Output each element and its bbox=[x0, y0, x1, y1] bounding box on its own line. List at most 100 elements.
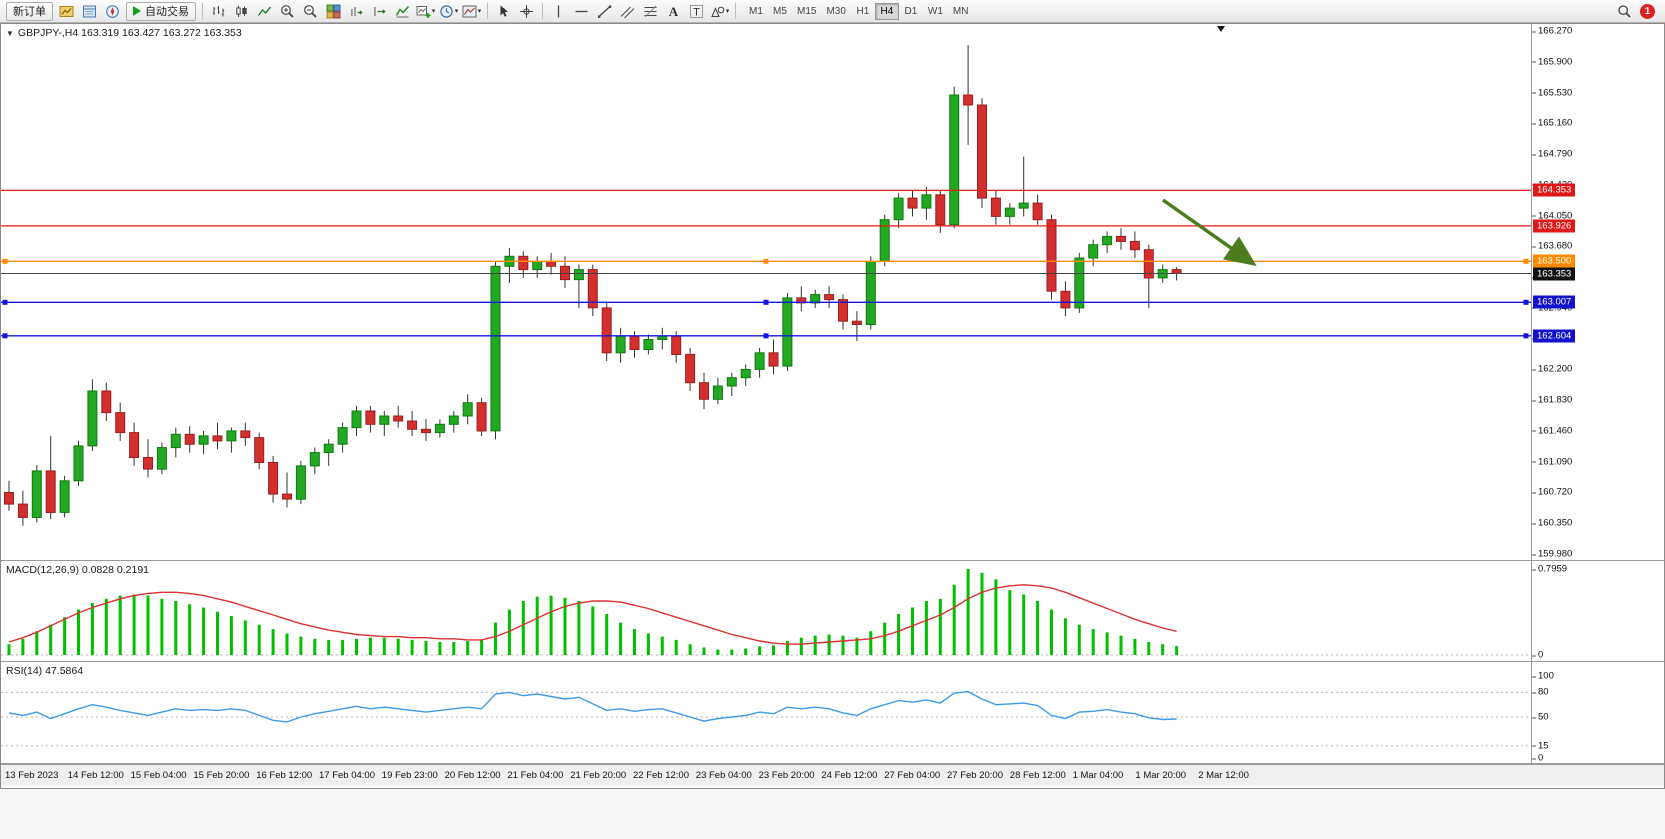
data-window-icon[interactable] bbox=[79, 2, 100, 21]
chart-shift-icon[interactable] bbox=[369, 2, 390, 21]
candle-body bbox=[518, 255, 529, 271]
macd-label: MACD(12,26,9) 0.0828 0.2191 bbox=[6, 564, 150, 576]
candle-body bbox=[129, 432, 140, 459]
rsi-pane[interactable]: RSI(14) 47.5864 100 80 50 15 0 bbox=[1, 662, 1664, 764]
auto-scroll-icon[interactable] bbox=[346, 2, 367, 21]
horizontal-line-icon[interactable] bbox=[571, 2, 592, 21]
candle-body bbox=[462, 402, 473, 417]
market-watch-icon[interactable] bbox=[56, 2, 77, 21]
chart-header-text: GBPJPY-,H4 163.319 163.427 163.272 163.3… bbox=[17, 27, 242, 39]
candlestick-chart-icon[interactable] bbox=[231, 2, 252, 21]
candle-body bbox=[268, 462, 279, 495]
new-chart-icon[interactable]: ▾ bbox=[415, 2, 436, 21]
timeframe-h1-button[interactable]: H1 bbox=[856, 5, 870, 17]
rsi-canvas bbox=[1, 690, 1531, 747]
candle-body bbox=[1046, 219, 1057, 292]
shapes-icon[interactable]: ▾ bbox=[709, 2, 730, 21]
macd-tick-label: 0.7959 bbox=[1531, 563, 1568, 575]
timeframe-w1-button[interactable]: W1 bbox=[927, 5, 943, 17]
timeframe-m30-button[interactable]: M30 bbox=[826, 5, 846, 17]
timeframe-m1-button[interactable]: M1 bbox=[749, 5, 763, 17]
bar-chart-icon[interactable] bbox=[208, 2, 229, 21]
candle-body bbox=[198, 435, 209, 445]
line-handle[interactable] bbox=[763, 258, 769, 264]
timeframe-h4-button[interactable]: H4 bbox=[874, 2, 899, 20]
collapse-caret-icon[interactable]: ▼ bbox=[6, 28, 14, 38]
line-handle[interactable] bbox=[1523, 258, 1529, 264]
candle-body bbox=[295, 465, 306, 500]
equidistant-channel-icon[interactable] bbox=[617, 2, 638, 21]
tile-windows-icon[interactable] bbox=[323, 2, 344, 21]
right-icon-group bbox=[1613, 2, 1636, 21]
auto-trading-button[interactable]: 自动交易 bbox=[126, 1, 196, 21]
candle-body bbox=[115, 412, 126, 434]
toolbar-separator bbox=[202, 3, 203, 19]
candle-body bbox=[59, 480, 70, 513]
candle-body bbox=[907, 197, 918, 209]
pointer-group bbox=[492, 2, 538, 21]
candle-body bbox=[1116, 235, 1126, 242]
time-tick-label: 20 Feb 12:00 bbox=[444, 770, 501, 781]
search-icon[interactable] bbox=[1614, 2, 1635, 21]
rsi-tick-label: 50 bbox=[1532, 711, 1549, 723]
candle-body bbox=[699, 382, 709, 400]
line-chart-icon[interactable] bbox=[254, 2, 275, 21]
fibonacci-icon[interactable] bbox=[640, 2, 661, 21]
candle-body bbox=[1143, 249, 1154, 279]
candle-body bbox=[893, 197, 904, 221]
trendline-icon[interactable] bbox=[594, 2, 615, 21]
macd-pane[interactable]: MACD(12,26,9) 0.0828 0.2191 0.7959 0 bbox=[1, 561, 1664, 662]
indicators-list-icon[interactable] bbox=[392, 2, 413, 21]
candle-body bbox=[407, 420, 418, 430]
time-axis[interactable]: 13 Feb 2023 14 Feb 12:00 15 Feb 04:00 15 Fe… bbox=[1, 764, 1664, 786]
left-icon-group bbox=[55, 2, 124, 21]
price-axis[interactable]: 166.270165.900165.530165.160164.790164.4… bbox=[1531, 24, 1664, 560]
line-handle[interactable] bbox=[1523, 299, 1529, 305]
candle-body bbox=[532, 260, 543, 271]
price-tick-label: 159.980 bbox=[1531, 548, 1573, 560]
candle-body bbox=[365, 410, 376, 425]
zoom-in-icon[interactable] bbox=[277, 2, 298, 21]
candle-body bbox=[1004, 207, 1015, 217]
timeframe-m15-button[interactable]: M15 bbox=[797, 5, 817, 17]
timeframe-m5-button[interactable]: M5 bbox=[773, 5, 787, 17]
time-tick-label: 15 Feb 20:00 bbox=[193, 770, 250, 781]
candle-body bbox=[754, 352, 765, 370]
candle-body bbox=[1074, 257, 1085, 309]
period-clock-icon[interactable]: ▾ bbox=[438, 2, 459, 21]
rsi-tick-label: 100 bbox=[1532, 670, 1554, 682]
line-handle[interactable] bbox=[2, 299, 8, 305]
vertical-line-icon[interactable] bbox=[548, 2, 569, 21]
line-handle[interactable] bbox=[2, 333, 8, 339]
label-icon[interactable]: T bbox=[686, 2, 707, 21]
line-handle[interactable] bbox=[1523, 333, 1529, 339]
candle-body bbox=[726, 377, 737, 387]
template-icon[interactable]: ▾ bbox=[461, 2, 482, 21]
time-tick-label: 17 Feb 04:00 bbox=[319, 770, 375, 781]
timeframe-mn-button[interactable]: MN bbox=[952, 5, 969, 17]
candle-body bbox=[935, 194, 946, 226]
navigator-icon[interactable] bbox=[102, 2, 123, 21]
line-handle[interactable] bbox=[763, 333, 769, 339]
zoom-out-icon[interactable] bbox=[300, 2, 321, 21]
candle-body bbox=[865, 260, 876, 326]
new-order-button[interactable]: 新订单 bbox=[6, 1, 53, 21]
timeframe-d1-button[interactable]: D1 bbox=[904, 5, 918, 17]
time-tick-label: 22 Feb 12:00 bbox=[633, 770, 689, 781]
line-handle[interactable] bbox=[763, 299, 769, 305]
line-handle[interactable] bbox=[2, 258, 8, 264]
text-icon[interactable]: A bbox=[663, 2, 684, 21]
macd-axis[interactable]: 0.7959 0 bbox=[1531, 561, 1664, 661]
crosshair-icon[interactable] bbox=[516, 2, 537, 21]
trend-arrow-annotation[interactable] bbox=[1161, 198, 1257, 267]
notification-badge[interactable]: 1 bbox=[1640, 3, 1655, 19]
candle-body bbox=[45, 470, 56, 513]
candle-body bbox=[337, 427, 348, 445]
chart-shift-marker[interactable] bbox=[1217, 26, 1225, 32]
main-chart-pane[interactable]: ▼ GBPJPY-,H4 163.319 163.427 163.272 163… bbox=[1, 24, 1664, 561]
candle-body bbox=[587, 269, 598, 309]
rsi-axis[interactable]: 100 80 50 15 0 bbox=[1531, 662, 1664, 763]
candle-body bbox=[1171, 269, 1182, 275]
cursor-icon[interactable] bbox=[493, 2, 514, 21]
candle-body bbox=[740, 368, 751, 379]
